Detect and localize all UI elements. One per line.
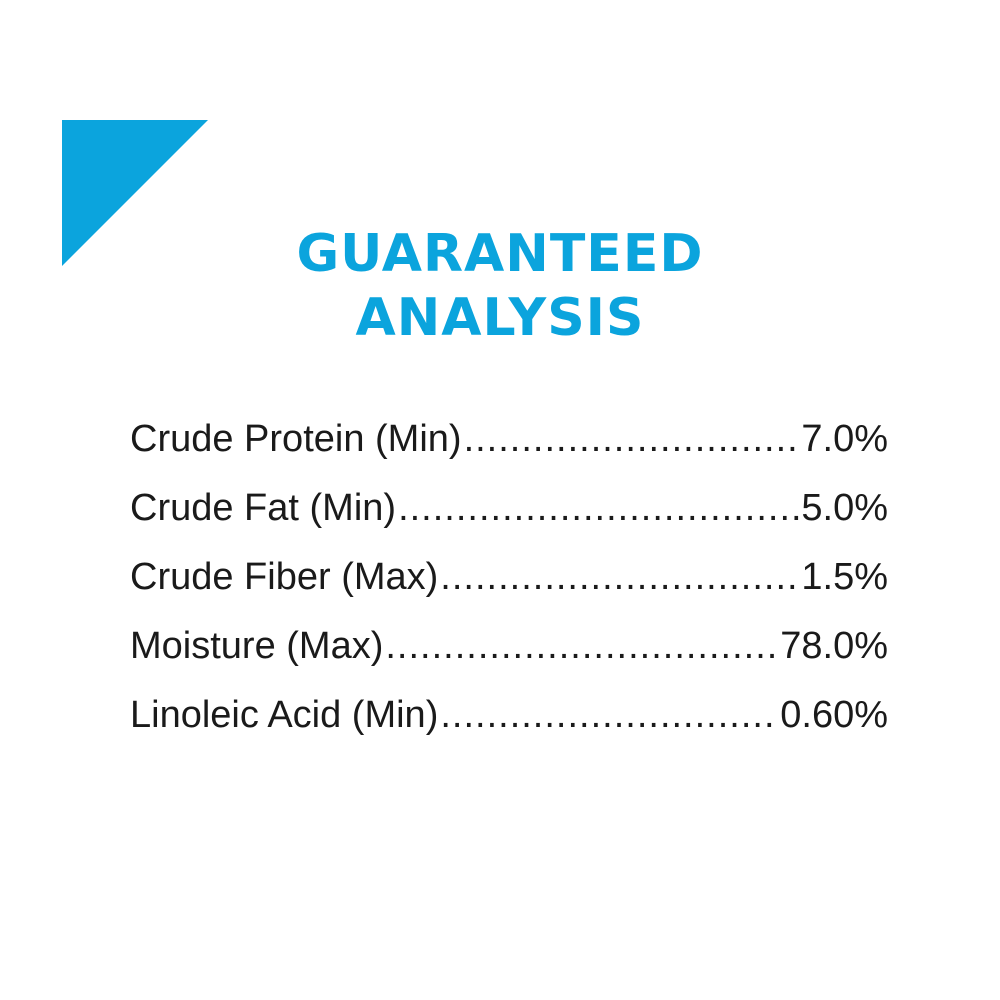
title-line-2: ANALYSIS (355, 288, 645, 348)
row-label: Crude Protein (Min) (130, 418, 462, 460)
row-label: Crude Fat (Min) (130, 487, 397, 529)
dot-leader (385, 625, 778, 668)
dot-leader (464, 418, 800, 461)
analysis-row: Crude Protein (Min) 7.0% (130, 418, 888, 487)
dot-leader (398, 487, 799, 530)
dot-leader (440, 556, 799, 599)
page-title: GUARANTEED ANALYSIS (0, 222, 1000, 350)
row-value: 5.0% (801, 487, 888, 529)
row-value: 1.5% (801, 556, 888, 598)
analysis-row: Crude Fiber (Max) 1.5% (130, 556, 888, 625)
row-label: Moisture (Max) (130, 625, 384, 667)
row-value: 7.0% (801, 418, 888, 460)
dot-leader (440, 694, 778, 737)
row-label: Linoleic Acid (Min) (130, 694, 439, 736)
corner-triangle-decoration (62, 120, 208, 266)
analysis-row: Linoleic Acid (Min) 0.60% (130, 694, 888, 763)
analysis-table: Crude Protein (Min) 7.0% Crude Fat (Min) 5… (130, 418, 888, 763)
row-value: 0.60% (780, 694, 888, 736)
analysis-row: Moisture (Max) 78.0% (130, 625, 888, 694)
analysis-row: Crude Fat (Min) 5.0% (130, 487, 888, 556)
row-label: Crude Fiber (Max) (130, 556, 439, 598)
title-line-1: GUARANTEED (296, 224, 704, 284)
row-value: 78.0% (780, 625, 888, 667)
